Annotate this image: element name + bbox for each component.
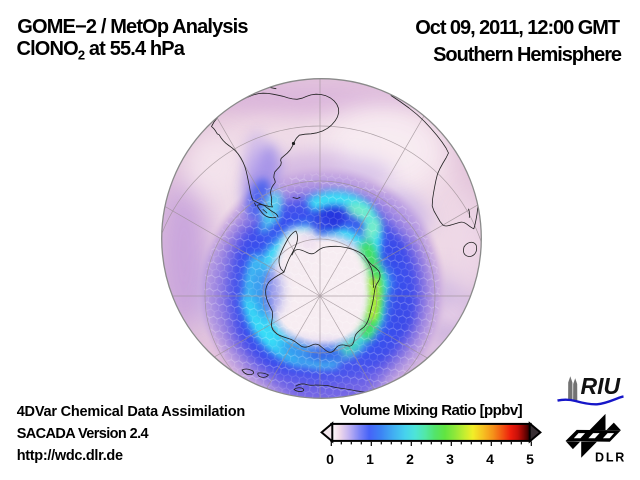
svg-text:RIU: RIU [581,373,622,399]
svg-text:DLR: DLR [595,450,626,464]
